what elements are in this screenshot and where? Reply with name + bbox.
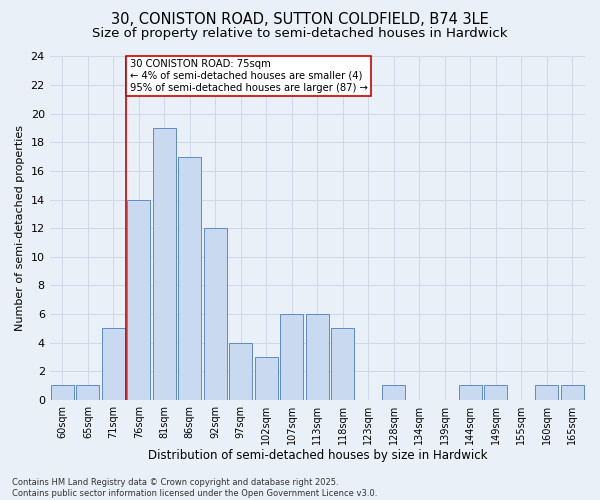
- Bar: [535, 386, 558, 400]
- Text: 30 CONISTON ROAD: 75sqm
← 4% of semi-detached houses are smaller (4)
95% of semi: 30 CONISTON ROAD: 75sqm ← 4% of semi-det…: [130, 60, 368, 92]
- Bar: [331, 328, 354, 400]
- Bar: [102, 328, 125, 400]
- Bar: [255, 357, 278, 400]
- Bar: [229, 342, 253, 400]
- Y-axis label: Number of semi-detached properties: Number of semi-detached properties: [15, 125, 25, 331]
- Bar: [280, 314, 304, 400]
- Bar: [382, 386, 405, 400]
- Text: 30, CONISTON ROAD, SUTTON COLDFIELD, B74 3LE: 30, CONISTON ROAD, SUTTON COLDFIELD, B74…: [111, 12, 489, 28]
- Bar: [459, 386, 482, 400]
- Bar: [127, 200, 151, 400]
- Bar: [51, 386, 74, 400]
- Text: Size of property relative to semi-detached houses in Hardwick: Size of property relative to semi-detach…: [92, 28, 508, 40]
- Text: Contains HM Land Registry data © Crown copyright and database right 2025.
Contai: Contains HM Land Registry data © Crown c…: [12, 478, 377, 498]
- Bar: [484, 386, 507, 400]
- Bar: [178, 156, 202, 400]
- Bar: [306, 314, 329, 400]
- Bar: [204, 228, 227, 400]
- X-axis label: Distribution of semi-detached houses by size in Hardwick: Distribution of semi-detached houses by …: [148, 450, 487, 462]
- Bar: [561, 386, 584, 400]
- Bar: [153, 128, 176, 400]
- Bar: [76, 386, 100, 400]
